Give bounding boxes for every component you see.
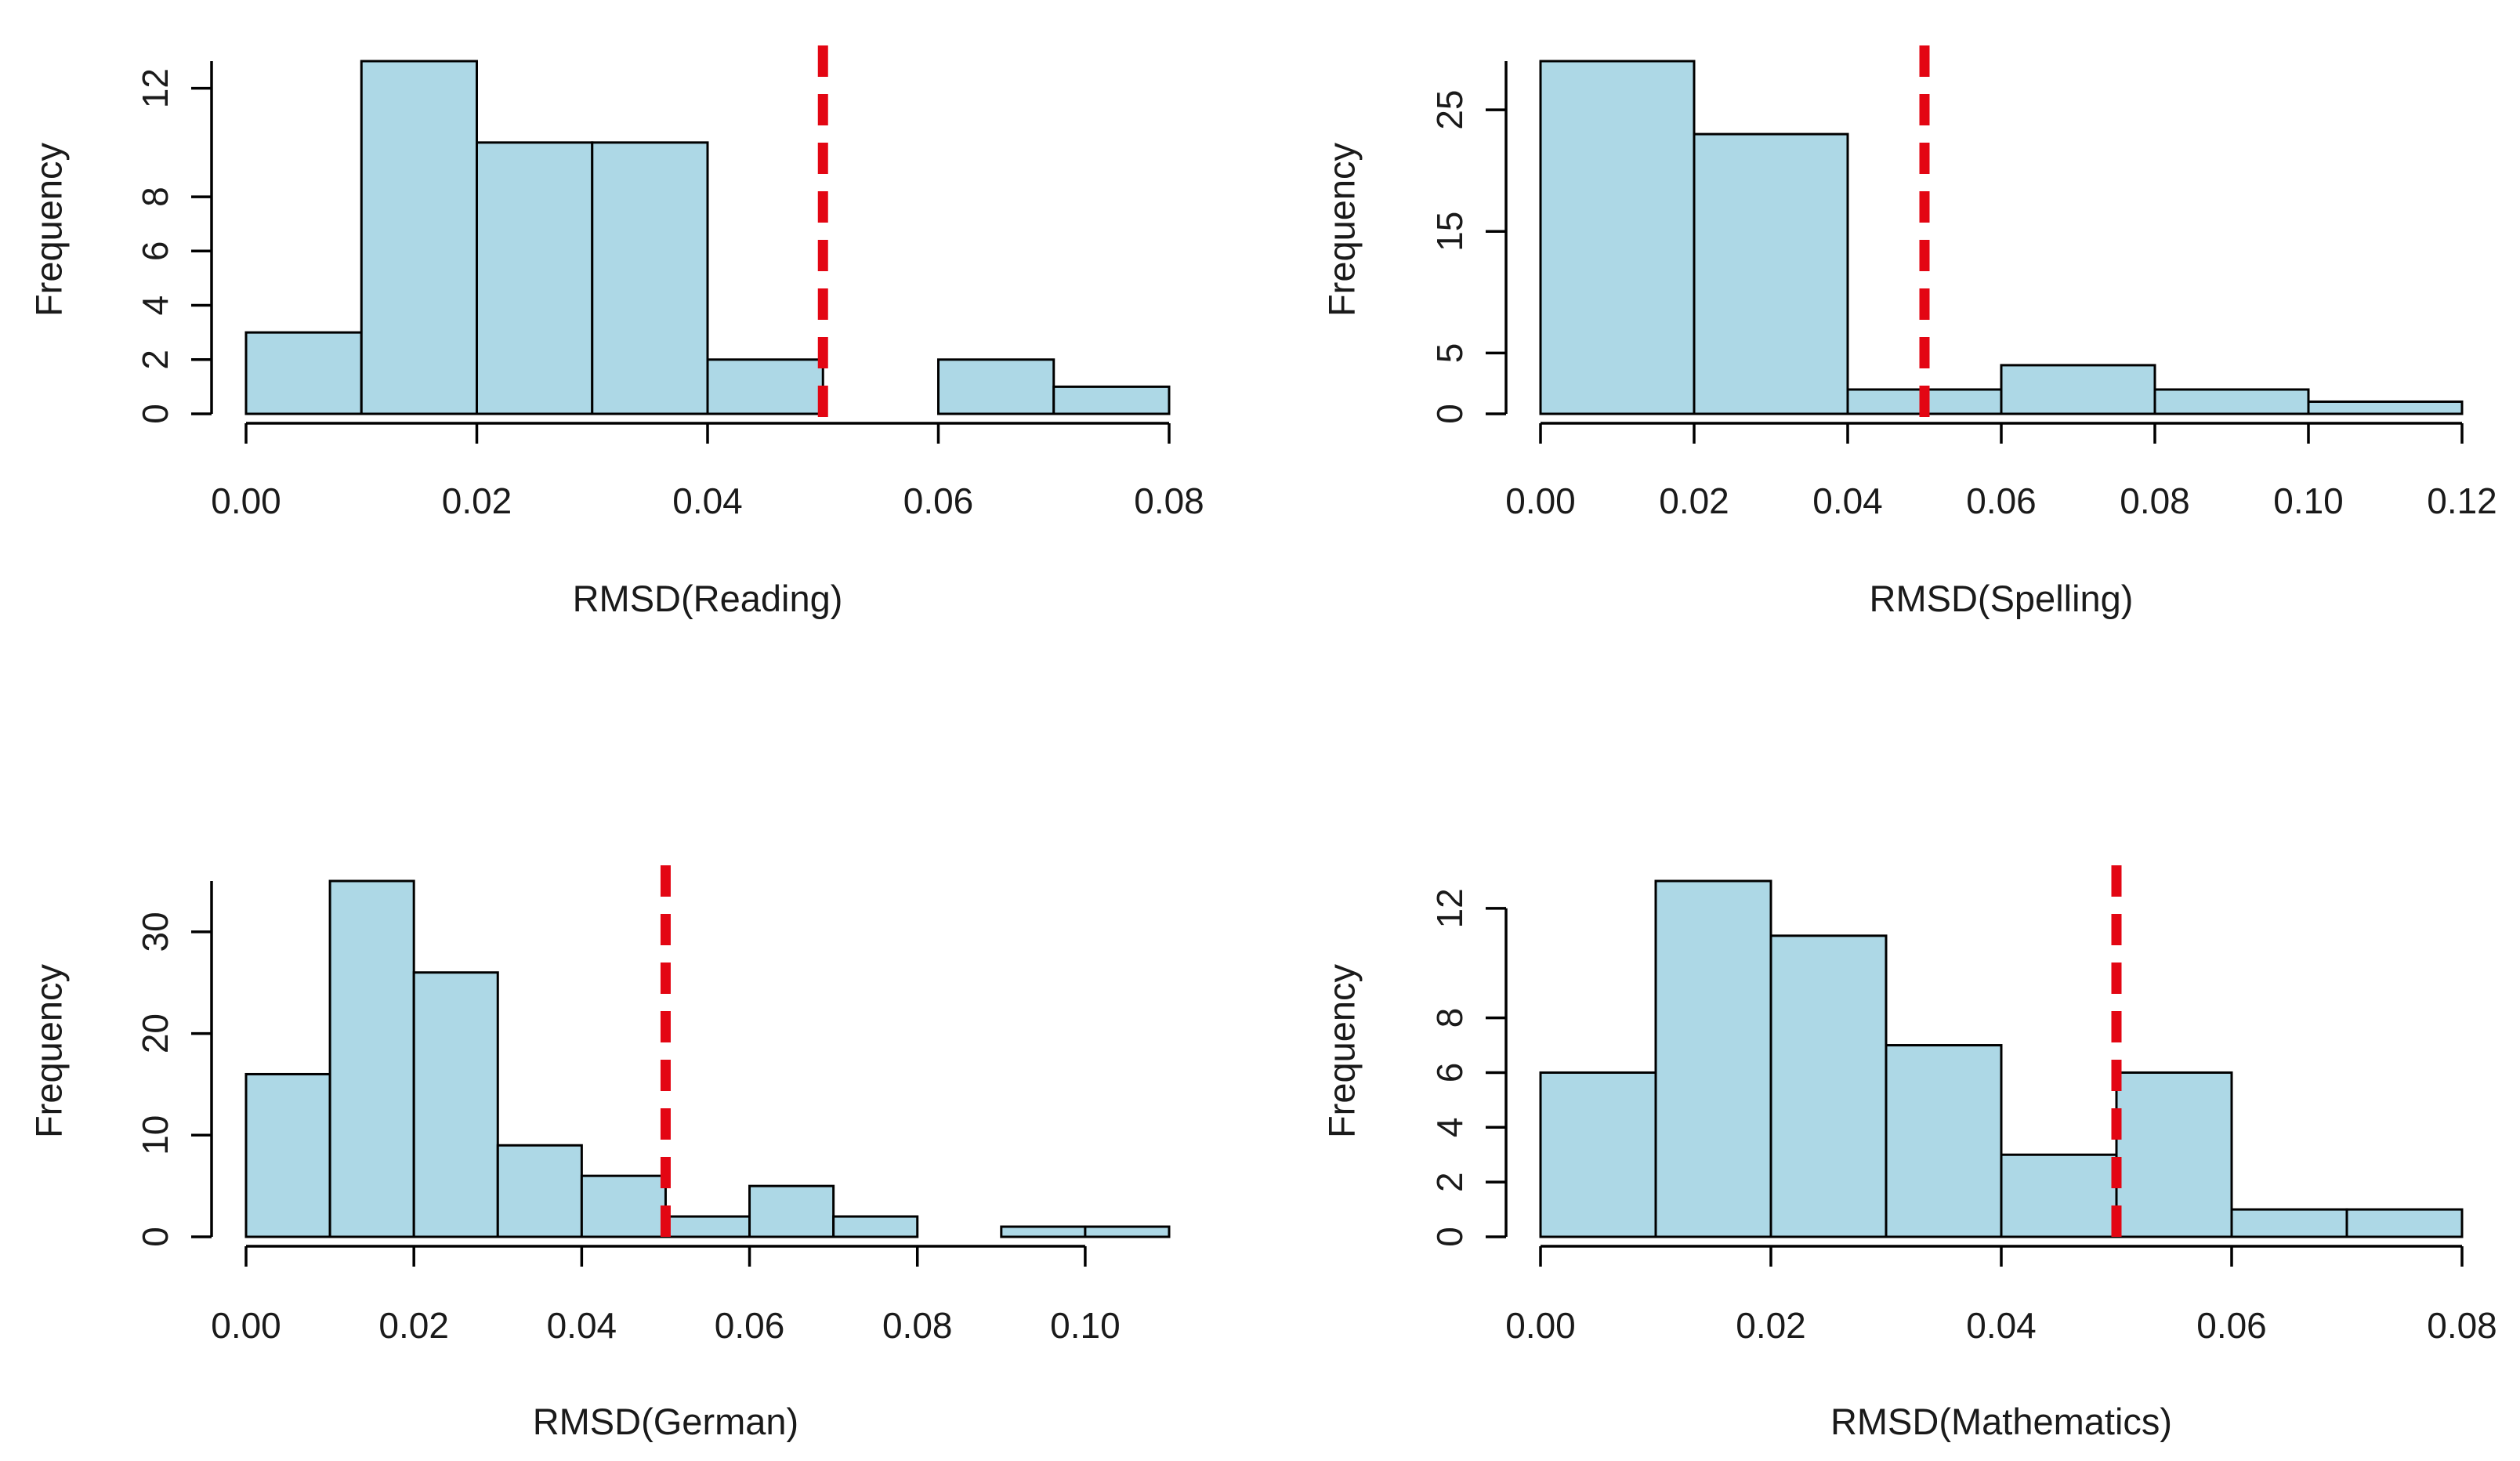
y-tick-label: 2 <box>1429 1172 1470 1192</box>
histogram-bar <box>360 60 478 415</box>
x-tick-label: 0.02 <box>1659 480 1729 521</box>
histogram-bar <box>412 971 499 1238</box>
y-tick-label: 4 <box>135 295 176 316</box>
x-tick-label: 0.06 <box>715 1305 785 1346</box>
y-axis-title: Frequency <box>28 142 70 317</box>
histogram-bar <box>496 1144 583 1238</box>
y-tick-label: 6 <box>1429 1063 1470 1083</box>
x-tick-label: 0.10 <box>1050 1305 1121 1346</box>
x-tick-label: 0.00 <box>211 480 281 521</box>
y-axis-title: Frequency <box>1321 963 1363 1138</box>
y-tick-label: 4 <box>1429 1118 1470 1138</box>
y-tick-label: 25 <box>1429 89 1470 129</box>
x-tick-label: 0.00 <box>1505 480 1576 521</box>
y-tick-label: 8 <box>1429 1008 1470 1028</box>
histogram-bar <box>2230 1208 2348 1238</box>
histogram-bar <box>328 879 415 1238</box>
histogram-bar <box>1000 1225 1087 1238</box>
x-axis-title: RMSD(German) <box>533 1401 798 1442</box>
histogram-bar <box>2000 1153 2118 1238</box>
histogram-bar <box>2307 400 2464 415</box>
histogram-bar <box>591 141 709 415</box>
x-tick-label: 0.02 <box>442 480 512 521</box>
y-tick-label: 12 <box>135 68 176 108</box>
y-tick-label: 15 <box>1429 212 1470 252</box>
histogram-bar <box>832 1215 919 1238</box>
x-tick-label: 0.08 <box>2427 1305 2497 1346</box>
histogram-bar <box>1539 1071 1657 1238</box>
x-axis-title: RMSD(Reading) <box>573 578 843 619</box>
y-tick-label: 0 <box>135 1227 176 1247</box>
x-tick-label: 0.10 <box>2273 480 2344 521</box>
histogram-bar <box>1084 1225 1171 1238</box>
histogram-bar <box>2153 388 2310 415</box>
panel-mathematics: 0.00 0.02 0.04 0.06 0.08 0 2 4 6 8 12 RMSD(Mathemat… <box>1321 865 2497 1442</box>
panel-spelling: 0.00 0.02 0.04 0.06 0.08 0.10 0.12 0 5 15 25 RMSD(S… <box>1321 45 2497 619</box>
y-tick-label: 10 <box>135 1115 176 1155</box>
histogram-bar <box>664 1215 751 1238</box>
y-tick-label: 5 <box>1429 343 1470 364</box>
x-axis-title: RMSD(Mathematics) <box>1830 1401 2172 1442</box>
x-tick-label: 0.12 <box>2427 480 2497 521</box>
panel-reading: 0.00 0.02 0.04 0.06 0.08 0 2 4 6 8 12 RMSD(Reading)… <box>28 45 1204 619</box>
histogram-bar <box>706 358 824 415</box>
histogram-bar <box>476 141 594 415</box>
y-tick-label: 30 <box>135 912 176 952</box>
histogram-bar <box>1052 385 1171 415</box>
y-tick-label: 6 <box>135 241 176 262</box>
x-tick-label: 0.04 <box>1966 1305 2037 1346</box>
x-tick-label: 0.04 <box>547 1305 617 1346</box>
histogram-bar <box>1693 132 1849 415</box>
x-tick-label: 0.06 <box>2196 1305 2267 1346</box>
y-tick-label: 0 <box>1429 1227 1470 1247</box>
y-tick-label: 0 <box>135 404 176 424</box>
x-tick-label: 0.04 <box>672 480 743 521</box>
x-tick-label: 0.08 <box>882 1305 953 1346</box>
y-tick-label: 2 <box>135 350 176 370</box>
y-tick-label: 0 <box>1429 404 1470 424</box>
y-axis-title: Frequency <box>1321 142 1363 317</box>
x-tick-label: 0.04 <box>1812 480 1883 521</box>
histogram-bar <box>244 331 363 415</box>
x-tick-label: 0.02 <box>378 1305 449 1346</box>
x-tick-label: 0.00 <box>1505 1305 1576 1346</box>
x-tick-label: 0.06 <box>1966 480 2037 521</box>
x-tick-label: 0.08 <box>2120 480 2190 521</box>
histogram-bar <box>1885 1044 2003 1238</box>
histogram-bar <box>244 1072 331 1238</box>
histogram-bar <box>1539 60 1696 415</box>
y-tick-label: 12 <box>1429 888 1470 928</box>
y-axis-title: Frequency <box>28 963 70 1138</box>
x-tick-label: 0.08 <box>1134 480 1204 521</box>
histogram-bar <box>2000 364 2156 415</box>
x-axis-title: RMSD(Spelling) <box>1870 578 2134 619</box>
histogram-bar <box>1654 879 1772 1238</box>
y-tick-label: 8 <box>135 187 176 207</box>
panel-german: 0.00 0.02 0.04 0.06 0.08 0.10 0 10 20 30 RMSD(Germ… <box>28 865 1171 1442</box>
histogram-bar <box>1769 934 1888 1238</box>
x-tick-label: 0.02 <box>1736 1305 1806 1346</box>
histogram-bar <box>2115 1071 2233 1238</box>
x-tick-label: 0.00 <box>211 1305 281 1346</box>
histogram-bar <box>580 1174 667 1238</box>
histogram-bar <box>2345 1208 2464 1238</box>
histogram-bar <box>937 358 1055 415</box>
histogram-bar <box>748 1184 835 1238</box>
x-tick-label: 0.06 <box>903 480 974 521</box>
y-tick-label: 20 <box>135 1013 176 1053</box>
